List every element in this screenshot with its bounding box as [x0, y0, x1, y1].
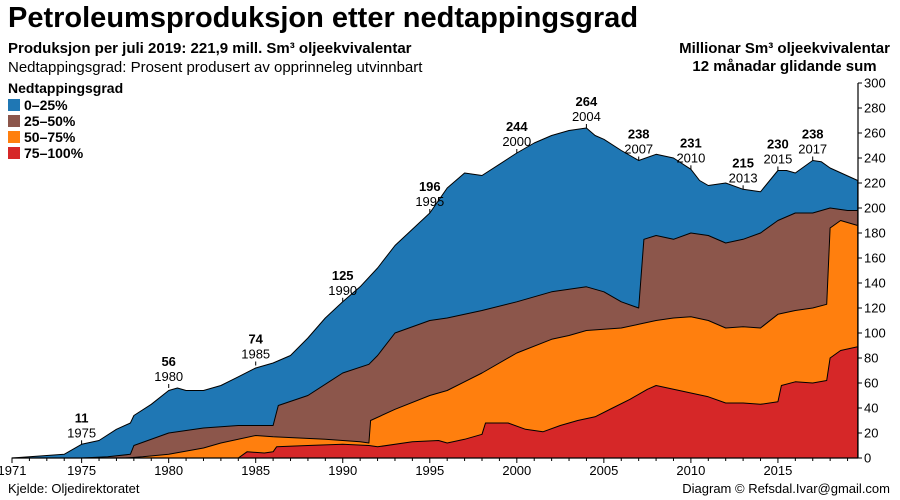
y-tick-label: 280 — [864, 101, 886, 116]
legend-item-0-25: 0–25% — [8, 97, 123, 113]
annotation-year: 1975 — [67, 425, 96, 440]
y-tick-label: 160 — [864, 251, 886, 266]
y-tick-label: 240 — [864, 151, 886, 166]
annotation-value: 264 — [576, 94, 598, 109]
axes-group: 1971 1975 1980 1985 1990 1995 2000 2005 2010 2015… — [0, 76, 886, 479]
legend-item-25-50: 25–50% — [8, 113, 123, 129]
legend-swatch-25-50 — [8, 115, 20, 127]
x-tick-label: 1990 — [328, 463, 357, 478]
legend-label-75-100: 75–100% — [24, 145, 84, 161]
legend-title: Nedtappingsgrad — [8, 80, 124, 96]
legend-swatch-75-100 — [8, 147, 20, 159]
y-tick-label: 220 — [864, 176, 886, 191]
annotation-value: 231 — [680, 135, 702, 150]
area-series-group — [11, 127, 859, 459]
x-tick-label: 2005 — [589, 463, 618, 478]
annotation-year: 2013 — [729, 170, 758, 185]
annotation-year: 2000 — [502, 134, 531, 149]
annotation-value: 230 — [767, 137, 789, 152]
x-tick-label: 1985 — [241, 463, 270, 478]
y-tick-label: 40 — [864, 401, 878, 416]
x-tick-label: 1980 — [154, 463, 183, 478]
y-tick-label: 80 — [864, 351, 878, 366]
annotation-value: 215 — [732, 155, 754, 170]
annotation-year: 1980 — [154, 369, 183, 384]
chart-subtitle: Produksjon per juli 2019: 221,9 mill. Sm… — [8, 40, 412, 57]
annotation-year: 1995 — [415, 194, 444, 209]
x-tick-label: 1995 — [415, 463, 444, 478]
x-tick-label: 2010 — [676, 463, 705, 478]
annotation-value: 74 — [248, 332, 263, 347]
unit-line-1: Millionar Sm³ oljeekvivalentar — [679, 40, 890, 57]
chart-subtitle-definition: Nedtappingsgrad: Prosent produsert av op… — [8, 59, 423, 76]
annotation-value: 56 — [161, 354, 175, 369]
y-tick-label: 300 — [864, 76, 886, 91]
y-axis-unit-label: Millionar Sm³ oljeekvivalentar 12 månada… — [679, 40, 890, 76]
annotation-year: 2004 — [572, 109, 601, 124]
legend-item-75-100: 75–100% — [8, 145, 123, 161]
annotation-year: 2015 — [763, 152, 792, 167]
annotation-value: 125 — [332, 268, 354, 283]
legend-swatch-0-25 — [8, 99, 20, 111]
credit-note: Diagram © Refsdal.Ivar@gmail.com — [682, 481, 890, 496]
y-tick-label: 0 — [864, 451, 871, 466]
annotation-value: 244 — [506, 119, 528, 134]
legend-swatch-50-75 — [8, 131, 20, 143]
annotation-year: 2010 — [676, 150, 705, 165]
y-tick-label: 20 — [864, 426, 878, 441]
x-tick-label: 2015 — [763, 463, 792, 478]
annotation-year: 2007 — [624, 142, 653, 157]
y-tick-label: 180 — [864, 226, 886, 241]
x-tick-label: 2000 — [502, 463, 531, 478]
y-tick-label: 260 — [864, 126, 886, 141]
y-tick-label: 200 — [864, 201, 886, 216]
annotation-value: 11 — [75, 410, 89, 425]
legend-item-50-75: 50–75% — [8, 129, 123, 145]
unit-line-2: 12 månadar glidande sum — [692, 58, 877, 75]
x-tick-label: 1975 — [67, 463, 96, 478]
legend-label-50-75: 50–75% — [24, 129, 76, 145]
y-tick-label: 60 — [864, 376, 878, 391]
y-tick-label: 140 — [864, 276, 886, 291]
area-series-75-100 — [11, 346, 859, 459]
y-tick-label: 120 — [864, 301, 886, 316]
annotation-year: 2017 — [798, 142, 827, 157]
x-tick-label: 1971 — [0, 463, 26, 478]
source-note: Kjelde: Oljedirektoratet — [8, 481, 140, 496]
chart-title: Petroleumsproduksjon etter nedtappingsgr… — [8, 2, 639, 34]
y-tick-label: 100 — [864, 326, 886, 341]
annotation-year: 1985 — [241, 347, 270, 362]
annotation-value: 238 — [628, 127, 650, 142]
annotation-value: 238 — [802, 127, 824, 142]
legend-label-0-25: 0–25% — [24, 97, 68, 113]
legend: Nedtappingsgrad 0–25% 25–50% 50–75% 75–1… — [8, 80, 123, 161]
annotation-value: 196 — [419, 179, 441, 194]
legend-label-25-50: 25–50% — [24, 113, 76, 129]
annotation-year: 1990 — [328, 283, 357, 298]
